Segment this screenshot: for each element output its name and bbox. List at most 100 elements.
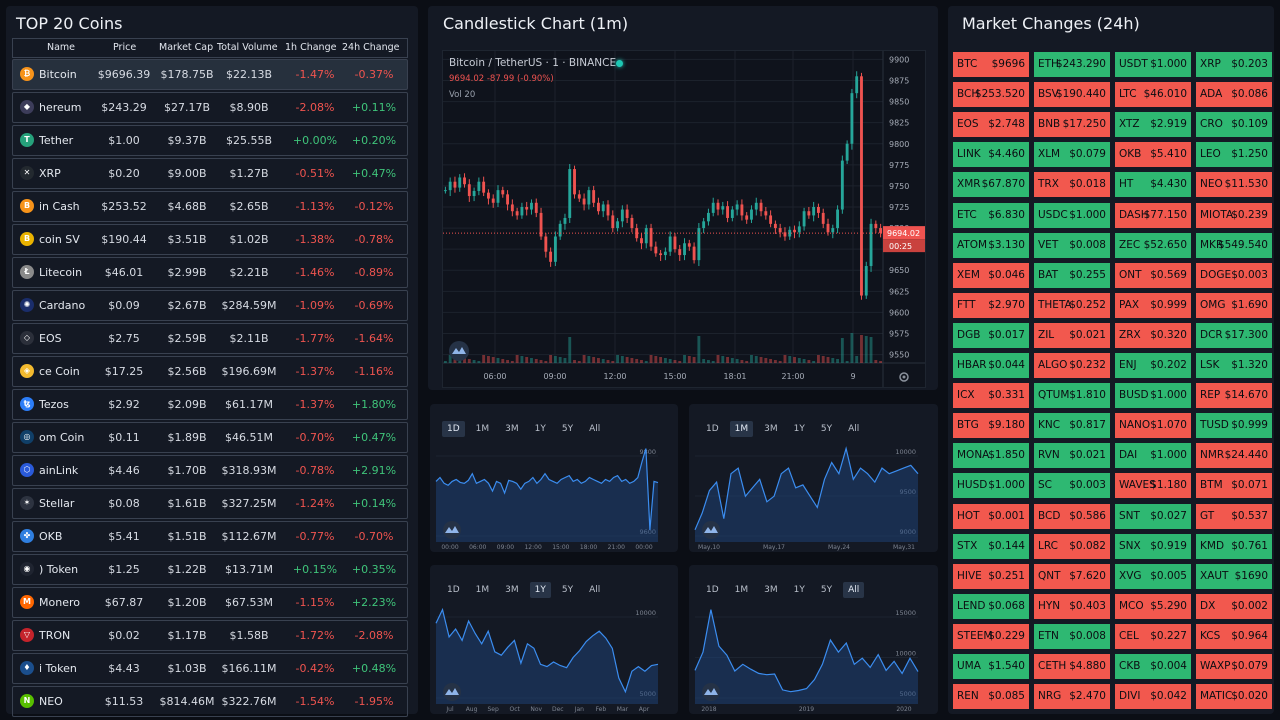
tab-range-all[interactable]: All bbox=[843, 582, 865, 598]
coin-row[interactable]: N NEO $11.53 $814.46M $322.76M -1.54% -1.95% bbox=[12, 686, 408, 717]
tab-range-1d[interactable]: 1D bbox=[706, 424, 719, 434]
market-tile[interactable]: BTC $9696 bbox=[953, 52, 1029, 77]
market-tile[interactable]: NRG $2.470 bbox=[1034, 684, 1110, 710]
coin-row[interactable]: ♦ i Token $4.43 $1.03B $166.11M -0.42% +0.48% bbox=[12, 653, 408, 684]
tab-range-3m[interactable]: 3M bbox=[764, 585, 778, 595]
coin-row[interactable]: ✕ XRP $0.20 $9.00B $1.27B -0.51% +0.47% bbox=[12, 158, 408, 189]
coin-row[interactable]: M Monero $67.87 $1.20B $67.53M -1.15% +2.23% bbox=[12, 587, 408, 618]
tradingview-icon[interactable] bbox=[702, 521, 720, 539]
market-tile[interactable]: BSV $190.440 bbox=[1034, 82, 1110, 108]
market-tile[interactable]: BUSD $1.000 bbox=[1115, 383, 1191, 409]
tab-range-3m[interactable]: 3M bbox=[505, 424, 519, 434]
tab-range-all[interactable]: All bbox=[848, 424, 860, 434]
market-tile[interactable]: ETH $243.290 bbox=[1034, 52, 1110, 77]
market-tile[interactable]: QTUM $1.810 bbox=[1034, 383, 1110, 409]
market-tile[interactable]: UMA $1.540 bbox=[953, 654, 1029, 679]
tab-range-1m[interactable]: 1M bbox=[475, 585, 490, 595]
market-tile[interactable]: BTG $9.180 bbox=[953, 413, 1029, 439]
coin-row[interactable]: ◇ EOS $2.75 $2.59B $2.11B -1.77% -1.64% bbox=[12, 323, 408, 354]
market-tile[interactable]: KMD $0.761 bbox=[1196, 533, 1272, 559]
area-chart[interactable]: 15000 10000 5000 2018 2019 2020 bbox=[689, 565, 938, 714]
tab-range-1m[interactable]: 1M bbox=[475, 424, 490, 434]
market-tile[interactable]: MATIC $0.020 bbox=[1196, 684, 1272, 710]
market-tile[interactable]: MKR $549.540 bbox=[1196, 232, 1272, 258]
market-tile[interactable]: SNT $0.027 bbox=[1115, 503, 1191, 529]
market-tile[interactable]: MCO $5.290 bbox=[1115, 593, 1191, 619]
market-tile[interactable]: TUSD $0.999 bbox=[1196, 413, 1272, 439]
market-tile[interactable]: USDC $1.000 bbox=[1034, 202, 1110, 228]
market-tile[interactable]: REN $0.085 bbox=[953, 684, 1029, 710]
market-tile[interactable]: ATOM $3.130 bbox=[953, 232, 1029, 258]
market-tile[interactable]: ETC $6.830 bbox=[953, 202, 1029, 228]
coin-row[interactable]: ✶ Stellar $0.08 $1.61B $327.25M -1.24% +0.14% bbox=[12, 488, 408, 519]
market-tile[interactable]: ZRX $0.320 bbox=[1115, 322, 1191, 348]
coin-row[interactable]: ◈ ce Coin $17.25 $2.56B $196.69M -1.37% -1.16% bbox=[12, 356, 408, 387]
market-tile[interactable]: ENJ $0.202 bbox=[1115, 353, 1191, 378]
market-tile[interactable]: XMR $67.870 bbox=[953, 172, 1029, 198]
market-tile[interactable]: ALGO $0.232 bbox=[1034, 353, 1110, 378]
candlestick-svg[interactable]: 9900987598509825980097759750972597009675… bbox=[443, 51, 925, 387]
market-tile[interactable]: LEND $0.068 bbox=[953, 593, 1029, 619]
tradingview-icon[interactable] bbox=[702, 683, 720, 701]
market-tile[interactable]: PAX $0.999 bbox=[1115, 292, 1191, 318]
market-tile[interactable]: XTZ $2.919 bbox=[1115, 112, 1191, 138]
market-tile[interactable]: XAUT $1690 bbox=[1196, 563, 1272, 589]
area-chart[interactable]: 10000 5000 Jul Aug Sep Oct Nov Dec Jan Feb Mar Apr bbox=[430, 565, 678, 714]
market-tile[interactable]: RVN $0.021 bbox=[1034, 443, 1110, 469]
market-tile[interactable]: HBAR $0.044 bbox=[953, 353, 1029, 378]
market-tile[interactable]: STEEM $0.229 bbox=[953, 623, 1029, 649]
market-tile[interactable]: LRC $0.082 bbox=[1034, 533, 1110, 559]
coin-row[interactable]: ✤ OKB $5.41 $1.51B $112.67M -0.77% -0.70% bbox=[12, 521, 408, 552]
market-tile[interactable]: DGB $0.017 bbox=[953, 322, 1029, 348]
market-tile[interactable]: DIVI $0.042 bbox=[1115, 684, 1191, 710]
tab-range-1m[interactable]: 1M bbox=[729, 421, 754, 437]
market-tile[interactable]: XRP $0.203 bbox=[1196, 52, 1272, 77]
market-tile[interactable]: DASH $77.150 bbox=[1115, 202, 1191, 228]
market-tile[interactable]: TRX $0.018 bbox=[1034, 172, 1110, 198]
market-tile[interactable]: GT $0.537 bbox=[1196, 503, 1272, 529]
market-tile[interactable]: NMR $24.440 bbox=[1196, 443, 1272, 469]
tradingview-icon[interactable] bbox=[443, 683, 461, 701]
market-tile[interactable]: DAI $1.000 bbox=[1115, 443, 1191, 469]
tab-range-all[interactable]: All bbox=[589, 585, 601, 595]
coin-row[interactable]: ◎ om Coin $0.11 $1.89B $46.51M -0.70% +0.47% bbox=[12, 422, 408, 453]
market-tile[interactable]: CETH $4.880 bbox=[1034, 654, 1110, 679]
tab-range-1y[interactable]: 1Y bbox=[793, 585, 805, 595]
market-tile[interactable]: STX $0.144 bbox=[953, 533, 1029, 559]
coin-row[interactable]: ꜩ Tezos $2.92 $2.09B $61.17M -1.37% +1.80% bbox=[12, 389, 408, 420]
market-tile[interactable]: ZEC $52.650 bbox=[1115, 232, 1191, 258]
market-tile[interactable]: HOT $0.001 bbox=[953, 503, 1029, 529]
coin-row[interactable]: ⬡ ainLink $4.46 $1.70B $318.93M -0.78% +2.91% bbox=[12, 455, 408, 486]
market-tile[interactable]: DOGE $0.003 bbox=[1196, 262, 1272, 288]
tab-range-1y[interactable]: 1Y bbox=[529, 582, 551, 598]
market-tile[interactable]: CKB $0.004 bbox=[1115, 654, 1191, 679]
tradingview-icon[interactable] bbox=[449, 341, 469, 361]
tab-range-5y[interactable]: 5Y bbox=[820, 424, 833, 434]
market-tile[interactable]: XVG $0.005 bbox=[1115, 563, 1191, 589]
market-tile[interactable]: QNT $7.620 bbox=[1034, 563, 1110, 589]
area-chart[interactable]: 10000 9500 9000 May,10 May,17 May,24 May,31 bbox=[689, 404, 938, 552]
market-tile[interactable]: BTM $0.071 bbox=[1196, 473, 1272, 499]
coin-row[interactable]: ✺ Cardano $0.09 $2.67B $284.59M -1.09% -0.69% bbox=[12, 290, 408, 321]
market-tile[interactable]: NEO $11.530 bbox=[1196, 172, 1272, 198]
market-tile[interactable]: THETA $0.252 bbox=[1034, 292, 1110, 318]
coin-row[interactable]: ▽ TRON $0.02 $1.17B $1.58B -1.72% -2.08% bbox=[12, 620, 408, 651]
tab-range-3m[interactable]: 3M bbox=[505, 585, 519, 595]
market-tile[interactable]: VET $0.008 bbox=[1034, 232, 1110, 258]
market-tile[interactable]: BNB $17.250 bbox=[1034, 112, 1110, 138]
market-tile[interactable]: BCH $253.520 bbox=[953, 82, 1029, 108]
market-tile[interactable]: NANO $1.070 bbox=[1115, 413, 1191, 439]
market-tile[interactable]: LSK $1.320 bbox=[1196, 353, 1272, 378]
tab-range-all[interactable]: All bbox=[589, 424, 601, 434]
coin-row[interactable]: ◆ hereum $243.29 $27.17B $8.90B -2.08% +0.11% bbox=[12, 92, 408, 123]
market-tile[interactable]: KNC $0.817 bbox=[1034, 413, 1110, 439]
tab-range-1d[interactable]: 1D bbox=[442, 421, 465, 437]
coin-row[interactable]: Ł Litecoin $46.01 $2.99B $2.21B -1.46% -0.89% bbox=[12, 257, 408, 288]
gear-icon[interactable] bbox=[899, 372, 909, 382]
market-tile[interactable]: ONT $0.569 bbox=[1115, 262, 1191, 288]
market-tile[interactable]: WAXP $0.079 bbox=[1196, 654, 1272, 679]
market-tile[interactable]: REP $14.670 bbox=[1196, 383, 1272, 409]
area-chart[interactable]: 9800 9600 00:00 06:00 09:00 12:00 15:00 18:00 21… bbox=[430, 404, 678, 552]
